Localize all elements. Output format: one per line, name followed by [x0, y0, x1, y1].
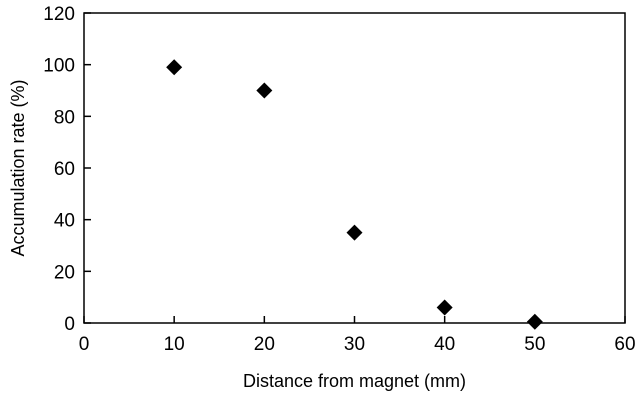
y-axis: 0 20 40 60 80 100 120: [43, 4, 91, 335]
y-tick-label: 40: [54, 211, 75, 232]
data-point: [346, 224, 363, 241]
y-tick-label: 80: [54, 107, 75, 128]
x-tick-label: 30: [344, 334, 365, 355]
x-tick-label: 50: [524, 334, 545, 355]
x-axis: 0 10 20 30 40 50 60: [79, 316, 636, 355]
x-tick-label: 40: [434, 334, 455, 355]
data-point: [526, 313, 543, 330]
x-axis-title: Distance from magnet (mm): [243, 371, 466, 391]
plot-area-frame: [83, 12, 626, 324]
data-point: [436, 299, 453, 316]
x-tick-label: 20: [254, 334, 275, 355]
data-points: [166, 59, 543, 330]
x-tick-label: 60: [614, 334, 635, 355]
y-tick-label: 120: [43, 4, 75, 25]
x-tick-label: 10: [164, 334, 185, 355]
y-tick-label: 0: [64, 314, 75, 335]
data-point: [166, 59, 183, 76]
y-tick-label: 60: [54, 159, 75, 180]
y-tick-label: 20: [54, 262, 75, 283]
data-point: [256, 82, 273, 99]
x-tick-label: 0: [79, 334, 90, 355]
y-axis-title: Accumulation rate (%): [8, 79, 28, 256]
y-tick-label: 100: [43, 56, 75, 77]
